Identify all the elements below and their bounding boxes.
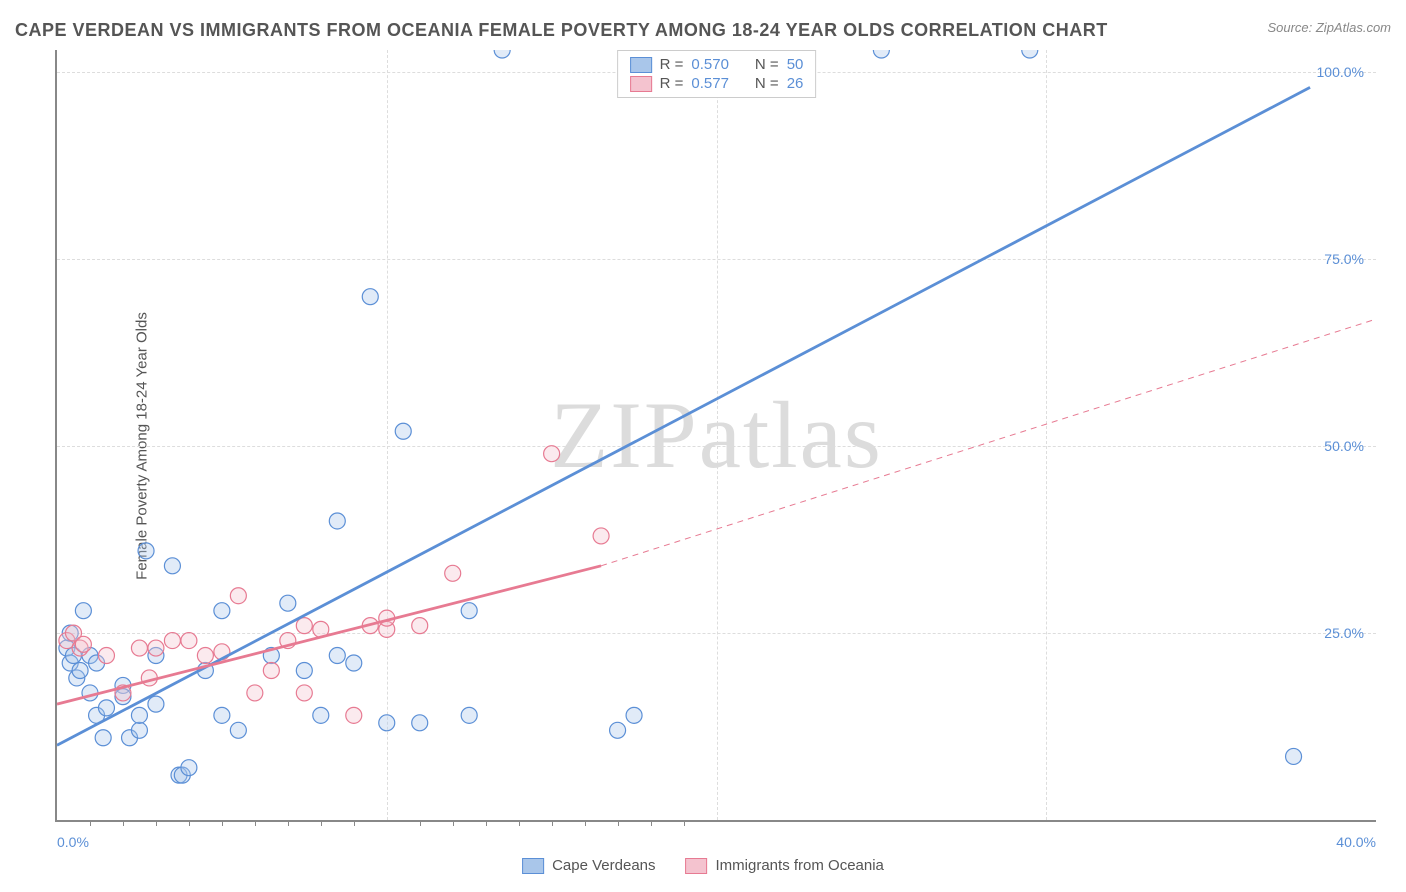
scatter-point-blue — [412, 715, 428, 731]
scatter-point-blue — [1286, 748, 1302, 764]
correlation-legend-box: R = 0.570 N = 50 R = 0.577 N = 26 — [617, 50, 817, 98]
legend-swatch-pink — [686, 858, 708, 874]
scatter-point-blue — [148, 696, 164, 712]
series-label-pink: Immigrants from Oceania — [716, 857, 884, 874]
x-minor-tick — [222, 820, 223, 826]
scatter-point-blue — [138, 543, 154, 559]
scatter-point-blue — [494, 50, 510, 58]
legend-r-label: R = — [660, 75, 684, 92]
series-legend-pink: Immigrants from Oceania — [686, 857, 884, 874]
legend-n-value-blue: 50 — [787, 56, 804, 73]
x-minor-tick — [585, 820, 586, 826]
scatter-point-pink — [148, 640, 164, 656]
legend-r-value-blue: 0.570 — [691, 56, 729, 73]
scatter-point-blue — [873, 50, 889, 58]
x-minor-tick — [90, 820, 91, 826]
scatter-point-blue — [329, 648, 345, 664]
scatter-point-blue — [181, 760, 197, 776]
scatter-point-blue — [164, 558, 180, 574]
scatter-point-blue — [346, 655, 362, 671]
trend-line-pink-solid — [57, 566, 601, 704]
legend-r-value-pink: 0.577 — [691, 75, 729, 92]
x-minor-tick — [321, 820, 322, 826]
scatter-point-pink — [131, 640, 147, 656]
x-minor-tick — [486, 820, 487, 826]
scatter-point-blue — [626, 707, 642, 723]
chart-source: Source: ZipAtlas.com — [1267, 20, 1391, 35]
legend-r-label: R = — [660, 56, 684, 73]
scatter-point-pink — [263, 662, 279, 678]
scatter-point-pink — [593, 528, 609, 544]
chart-title: CAPE VERDEAN VS IMMIGRANTS FROM OCEANIA … — [15, 20, 1108, 41]
legend-swatch-pink — [630, 76, 652, 92]
scatter-point-pink — [445, 565, 461, 581]
x-tick-label: 0.0% — [57, 834, 89, 850]
scatter-point-blue — [214, 707, 230, 723]
scatter-point-pink — [544, 446, 560, 462]
x-minor-tick — [354, 820, 355, 826]
scatter-point-pink — [75, 636, 91, 652]
scatter-point-blue — [98, 700, 114, 716]
x-minor-tick — [519, 820, 520, 826]
plot-svg — [57, 50, 1376, 820]
scatter-point-blue — [296, 662, 312, 678]
scatter-point-blue — [313, 707, 329, 723]
plot-area: ZIPatlas R = 0.570 N = 50 R = 0.577 N = … — [55, 50, 1376, 822]
scatter-point-blue — [379, 715, 395, 731]
legend-swatch-blue — [522, 858, 544, 874]
scatter-point-pink — [181, 633, 197, 649]
scatter-point-pink — [412, 618, 428, 634]
legend-n-value-pink: 26 — [787, 75, 804, 92]
scatter-point-blue — [280, 595, 296, 611]
scatter-point-pink — [296, 618, 312, 634]
scatter-point-blue — [1022, 50, 1038, 58]
trend-line-pink-dashed — [601, 319, 1376, 566]
series-label-blue: Cape Verdeans — [552, 857, 655, 874]
legend-row-pink: R = 0.577 N = 26 — [630, 74, 804, 93]
chart-container: CAPE VERDEAN VS IMMIGRANTS FROM OCEANIA … — [0, 0, 1406, 892]
x-minor-tick — [288, 820, 289, 826]
x-minor-tick — [453, 820, 454, 826]
x-minor-tick — [123, 820, 124, 826]
scatter-point-blue — [131, 707, 147, 723]
x-minor-tick — [618, 820, 619, 826]
legend-n-label: N = — [755, 56, 779, 73]
series-legend: Cape Verdeans Immigrants from Oceania — [522, 857, 884, 874]
legend-n-label: N = — [755, 75, 779, 92]
x-minor-tick — [255, 820, 256, 826]
scatter-point-blue — [461, 603, 477, 619]
scatter-point-blue — [230, 722, 246, 738]
scatter-point-pink — [247, 685, 263, 701]
x-minor-tick — [156, 820, 157, 826]
scatter-point-pink — [296, 685, 312, 701]
scatter-point-blue — [362, 289, 378, 305]
scatter-point-blue — [95, 730, 111, 746]
scatter-point-pink — [346, 707, 362, 723]
scatter-point-blue — [214, 603, 230, 619]
scatter-point-blue — [72, 662, 88, 678]
scatter-point-blue — [610, 722, 626, 738]
series-legend-blue: Cape Verdeans — [522, 857, 655, 874]
legend-row-blue: R = 0.570 N = 50 — [630, 55, 804, 74]
x-tick-label: 40.0% — [1336, 834, 1376, 850]
x-minor-tick — [684, 820, 685, 826]
scatter-point-pink — [98, 648, 114, 664]
scatter-point-pink — [197, 648, 213, 664]
scatter-point-blue — [329, 513, 345, 529]
scatter-point-pink — [164, 633, 180, 649]
scatter-point-pink — [230, 588, 246, 604]
header: CAPE VERDEAN VS IMMIGRANTS FROM OCEANIA … — [15, 20, 1391, 41]
trend-line-blue — [57, 87, 1310, 745]
x-minor-tick — [552, 820, 553, 826]
x-minor-tick — [189, 820, 190, 826]
legend-swatch-blue — [630, 57, 652, 73]
scatter-point-blue — [75, 603, 91, 619]
x-minor-tick — [420, 820, 421, 826]
scatter-point-blue — [461, 707, 477, 723]
x-minor-tick — [651, 820, 652, 826]
scatter-point-blue — [395, 423, 411, 439]
scatter-point-blue — [131, 722, 147, 738]
